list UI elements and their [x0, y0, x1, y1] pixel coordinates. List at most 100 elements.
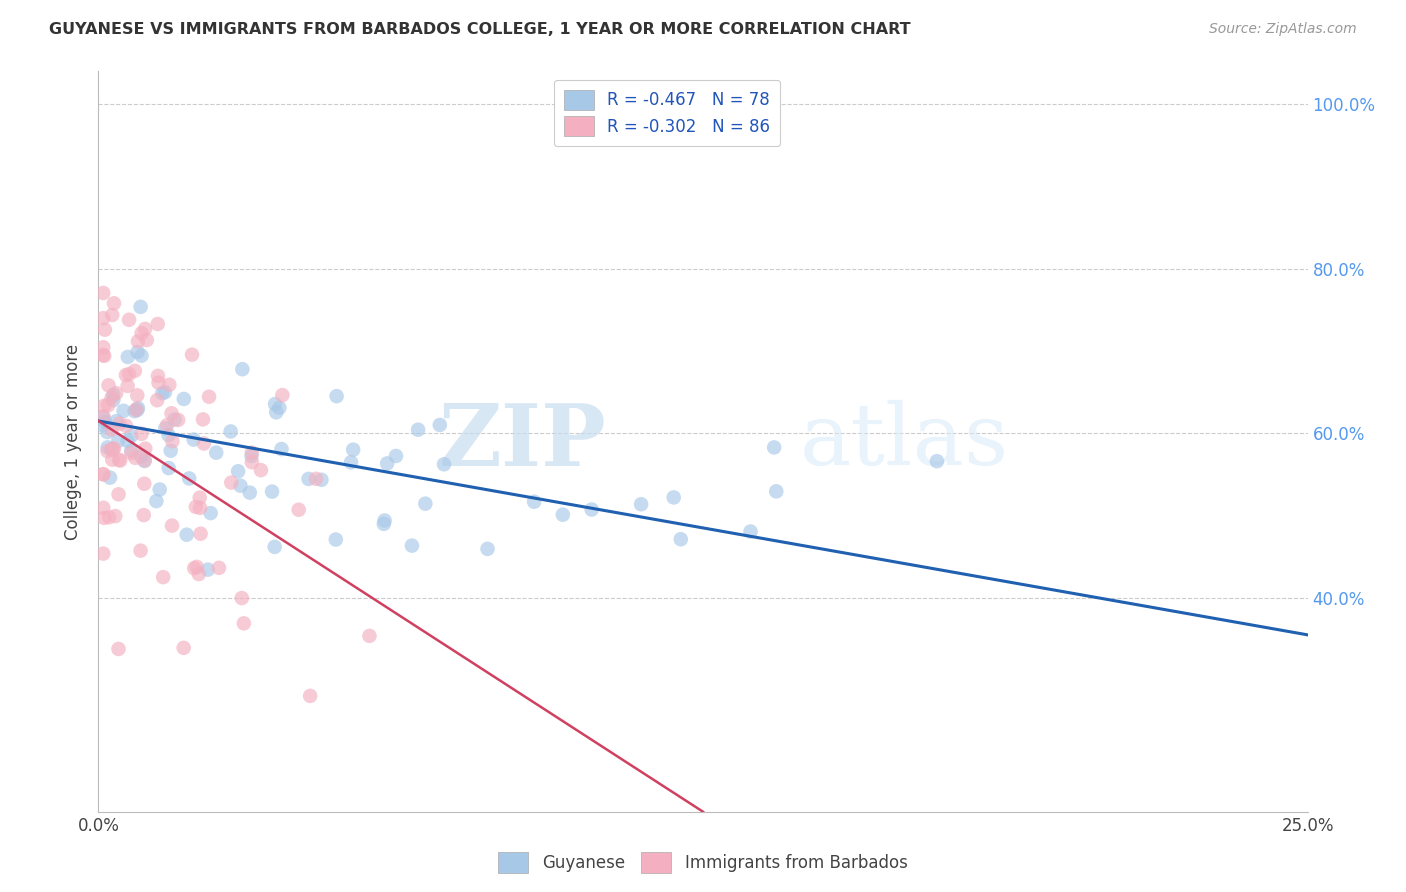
Point	[184, 500, 207, 514]
Point	[117, 350, 139, 364]
Point	[239, 485, 262, 500]
Point	[157, 461, 180, 475]
Point	[118, 367, 141, 381]
Point	[264, 397, 287, 411]
Point	[477, 541, 499, 556]
Point	[129, 543, 152, 558]
Point	[107, 487, 129, 501]
Point	[104, 509, 127, 524]
Point	[231, 591, 253, 605]
Point	[134, 322, 156, 336]
Point	[325, 389, 347, 403]
Point	[200, 506, 222, 520]
Point	[190, 526, 212, 541]
Point	[91, 311, 114, 326]
Point	[127, 388, 149, 402]
Point	[401, 539, 423, 553]
Point	[146, 317, 169, 331]
Point	[160, 406, 183, 420]
Point	[108, 452, 131, 467]
Point	[523, 494, 546, 508]
Point	[208, 561, 231, 575]
Point	[105, 414, 128, 428]
Point	[103, 387, 125, 401]
Legend: R = -0.467   N = 78, R = -0.302   N = 86: R = -0.467 N = 78, R = -0.302 N = 86	[554, 79, 780, 146]
Point	[662, 491, 685, 505]
Point	[149, 483, 172, 497]
Text: GUYANESE VS IMMIGRANTS FROM BARBADOS COLLEGE, 1 YEAR OR MORE CORRELATION CHART: GUYANESE VS IMMIGRANTS FROM BARBADOS COL…	[49, 22, 911, 37]
Point	[101, 308, 124, 322]
Point	[100, 442, 122, 457]
Point	[167, 413, 190, 427]
Point	[260, 484, 283, 499]
Point	[297, 472, 319, 486]
Point	[429, 417, 451, 432]
Point	[148, 376, 170, 390]
Point	[107, 642, 129, 657]
Point	[193, 436, 215, 450]
Point	[232, 616, 254, 631]
Point	[127, 403, 149, 417]
Point	[231, 362, 253, 376]
Point	[152, 570, 174, 584]
Point	[134, 454, 156, 468]
Point	[415, 497, 437, 511]
Point	[188, 491, 211, 505]
Point	[145, 494, 167, 508]
Point	[101, 452, 124, 467]
Point	[157, 377, 180, 392]
Point	[925, 454, 948, 468]
Point	[240, 455, 263, 469]
Point	[117, 379, 139, 393]
Point	[159, 443, 181, 458]
Point	[127, 401, 149, 415]
Point	[669, 533, 692, 547]
Point	[91, 409, 114, 424]
Point	[115, 418, 138, 433]
Point	[270, 442, 292, 456]
Point	[98, 470, 121, 484]
Point	[188, 500, 211, 515]
Point	[150, 386, 173, 401]
Point	[129, 300, 152, 314]
Point	[108, 417, 131, 431]
Point	[162, 434, 184, 449]
Point	[765, 484, 787, 499]
Point	[311, 473, 333, 487]
Text: Source: ZipAtlas.com: Source: ZipAtlas.com	[1209, 22, 1357, 37]
Point	[187, 567, 209, 582]
Point	[240, 445, 263, 459]
Point	[359, 629, 381, 643]
Point	[299, 689, 322, 703]
Point	[263, 540, 285, 554]
Point	[374, 514, 396, 528]
Point	[271, 388, 294, 402]
Point	[127, 345, 149, 359]
Point	[93, 399, 115, 413]
Point	[91, 467, 114, 482]
Point	[129, 450, 152, 464]
Point	[250, 463, 273, 477]
Point	[163, 412, 186, 426]
Point	[219, 475, 242, 490]
Point	[131, 426, 153, 441]
Point	[132, 508, 155, 522]
Point	[101, 442, 124, 456]
Point	[97, 441, 120, 455]
Point	[325, 533, 347, 547]
Point	[581, 502, 603, 516]
Point	[131, 349, 153, 363]
Point	[134, 442, 156, 456]
Point	[91, 340, 114, 354]
Point	[93, 511, 115, 525]
Point	[342, 442, 364, 457]
Point	[160, 518, 183, 533]
Point	[124, 364, 146, 378]
Point	[118, 313, 141, 327]
Point	[181, 348, 204, 362]
Point	[112, 404, 135, 418]
Point	[91, 418, 114, 433]
Point	[134, 453, 156, 467]
Text: ZIP: ZIP	[439, 400, 606, 483]
Point	[105, 386, 128, 401]
